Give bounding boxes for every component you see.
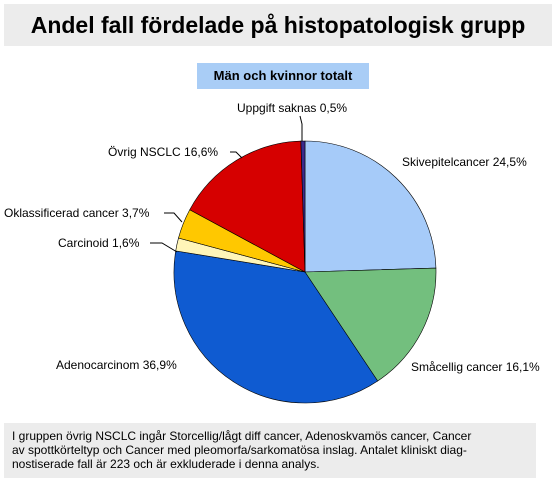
slice-label: Skivepitelcancer 24,5% [402, 155, 527, 169]
chart-subtitle: Män och kvinnor totalt [197, 63, 369, 89]
slice-label: Uppgift saknas 0,5% [237, 101, 347, 115]
leader-line [164, 212, 183, 223]
pie-slice [304, 267, 437, 382]
footnote-box: I gruppen övrig NSCLC ingår Storcellig/l… [4, 423, 536, 478]
title-bar: Andel fall fördelade på histopatologisk … [4, 4, 552, 46]
slice-label: Oklassificerad cancer 3,7% [4, 206, 150, 220]
pie-slice [173, 250, 379, 404]
leader-line [150, 242, 178, 253]
slice-label: Carcinoid 1,6% [58, 236, 140, 250]
pie-slice [304, 140, 437, 273]
leader-line [230, 151, 243, 159]
footnote-text: I gruppen övrig NSCLC ingår Storcellig/l… [12, 429, 472, 471]
pie-slice [300, 140, 306, 273]
chart-title: Andel fall fördelade på histopatologisk … [30, 12, 526, 38]
leader-line [299, 115, 303, 141]
slice-label: Småcellig cancer 16,1% [411, 360, 540, 374]
pie-slice [189, 140, 306, 273]
slice-label: Övrig NSCLC 16,6% [108, 145, 218, 159]
slice-label: Adenocarcinom 36,9% [56, 358, 177, 372]
